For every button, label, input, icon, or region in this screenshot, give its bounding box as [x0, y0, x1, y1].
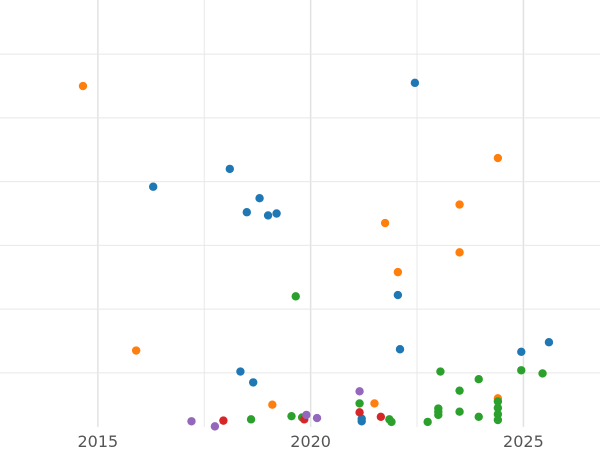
data-point-s0-0	[410, 78, 420, 88]
data-point-s3-3	[376, 412, 386, 422]
data-point-s0-9	[517, 347, 526, 356]
x-tick-label-2020: 2020	[290, 432, 331, 450]
data-point-s2-0	[291, 292, 300, 301]
data-point-s4-3	[312, 413, 322, 423]
data-point-s4-1	[210, 422, 220, 431]
data-point-s0-6	[272, 209, 281, 218]
x-axis-ticks: 2015 2020 2025	[78, 432, 544, 450]
data-point-s4-0	[187, 417, 196, 426]
data-point-s1-3	[380, 218, 390, 228]
data-point-s1-7	[268, 400, 277, 409]
data-point-s4-4	[355, 387, 364, 396]
data-point-s2-3	[517, 366, 526, 375]
data-point-s3-0	[219, 416, 228, 425]
data-point-s2-10	[455, 407, 464, 416]
grid	[0, 0, 600, 427]
data-point-s0-4	[242, 208, 252, 217]
data-point-s2-18	[387, 417, 396, 427]
data-point-s1-2	[455, 200, 464, 209]
data-point-s0-14	[357, 417, 366, 426]
data-point-s2-12	[493, 403, 503, 413]
data-point-s1-8	[370, 399, 379, 408]
data-point-s1-4	[455, 248, 464, 257]
data-point-s2-9	[434, 410, 443, 420]
data-point-s1-1	[493, 153, 503, 163]
data-point-s1-0	[78, 81, 88, 91]
data-point-s0-7	[393, 290, 403, 300]
data-point-s2-15	[474, 412, 483, 422]
data-point-s0-12	[248, 378, 258, 387]
data-point-s2-20	[246, 415, 256, 424]
data-point-s2-1	[436, 367, 445, 376]
data-points	[78, 78, 554, 431]
data-point-s2-14	[493, 415, 503, 425]
data-point-s2-5	[455, 386, 464, 395]
data-point-s0-11	[236, 367, 245, 376]
data-point-s0-3	[255, 194, 264, 203]
data-point-s1-6	[131, 346, 141, 355]
data-point-s2-16	[423, 417, 432, 427]
data-point-s2-2	[474, 375, 483, 384]
data-point-s2-19	[287, 411, 296, 421]
data-point-s0-10	[544, 338, 554, 347]
data-point-s0-1	[225, 164, 234, 174]
data-point-s2-6	[355, 399, 364, 408]
data-point-s1-5	[393, 267, 403, 277]
data-point-s3-2	[355, 408, 364, 417]
data-point-s0-5	[263, 211, 273, 220]
data-point-s0-8	[395, 345, 405, 354]
x-tick-label-2025: 2025	[503, 432, 544, 450]
data-point-s0-2	[148, 182, 158, 191]
data-point-s4-2	[302, 410, 311, 420]
data-point-s2-4	[538, 369, 547, 378]
x-tick-label-2015: 2015	[78, 432, 119, 450]
data-point-s2-11	[493, 397, 503, 406]
